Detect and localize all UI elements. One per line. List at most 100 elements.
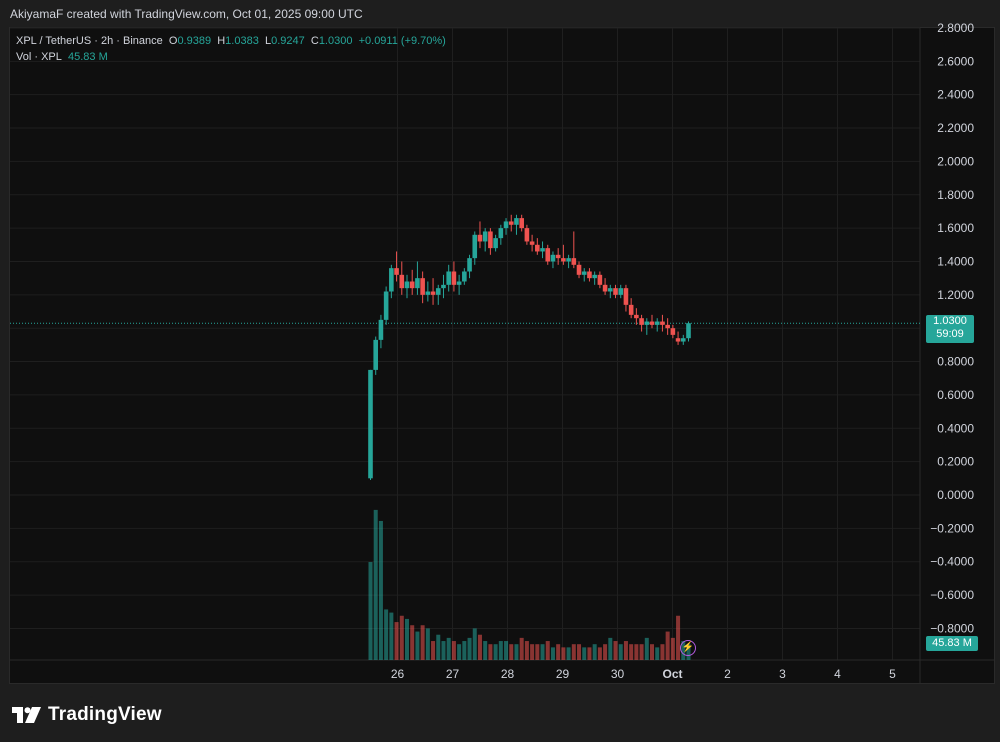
candle-body (389, 268, 394, 292)
last-price-value: 1.0300 (933, 315, 967, 327)
volume-bar (597, 647, 602, 660)
x-tick-label: 30 (611, 667, 625, 681)
candle-body (592, 274, 597, 279)
volume-bar (670, 637, 675, 660)
last-price-tag: 1.0300 59:09 (926, 315, 974, 343)
volume-bar (571, 644, 576, 660)
candle-body (430, 291, 436, 295)
volume-bar (483, 641, 488, 660)
header-bar: AkiyamaF created with TradingView.com, O… (0, 0, 1000, 28)
x-tick-label: Oct (662, 667, 682, 681)
volume-bar (613, 641, 618, 660)
candle-body (571, 258, 577, 265)
y-tick-label: 1.2000 (937, 288, 974, 302)
y-tick-label: 0.6000 (937, 388, 974, 402)
open-value: 0.9389 (177, 35, 212, 47)
volume-bar (488, 644, 493, 660)
candle-body (654, 321, 660, 325)
candle-body (665, 324, 670, 329)
y-tick-label: 0.4000 (937, 421, 974, 435)
candle-body (680, 338, 686, 342)
candle-body (467, 258, 472, 272)
candle-body (462, 271, 467, 282)
candle-body (535, 244, 540, 252)
y-tick-label: 0.8000 (937, 355, 974, 369)
brand: TradingView (12, 704, 162, 726)
y-tick-label: 2.2000 (937, 121, 974, 135)
symbol-label[interactable]: XPL / TetherUS · 2h · Binance (16, 35, 163, 47)
lightning-icon[interactable]: ⚡ (680, 640, 696, 656)
candle-body (373, 339, 379, 370)
candle-body (472, 234, 478, 259)
volume-bar (634, 644, 639, 660)
volume-bar (524, 641, 529, 660)
y-tick-label: 2.8000 (937, 21, 974, 35)
candle-body (488, 231, 493, 249)
volume-bar (603, 644, 608, 660)
volume-bar (556, 644, 561, 660)
candle-body (670, 328, 676, 335)
volume-bar (431, 641, 436, 660)
y-tick-label: 2.6000 (937, 54, 974, 68)
x-tick-label: 28 (501, 667, 515, 681)
x-tick-label: 3 (779, 667, 786, 681)
candle-body (383, 291, 389, 320)
candle-body (686, 323, 691, 339)
volume-bar (535, 644, 540, 660)
volume-bar (373, 509, 378, 660)
candle-body (608, 288, 613, 292)
volume-bar (644, 637, 649, 660)
candle-body (446, 271, 451, 285)
candle-body (415, 278, 420, 289)
volume-bar (561, 647, 566, 660)
volume-bar (545, 641, 550, 660)
x-tick-label: 2 (724, 667, 731, 681)
volume-bar (441, 641, 446, 660)
volume-label[interactable]: Vol · XPL (16, 51, 62, 63)
candle-body (425, 291, 431, 295)
candle-body (628, 304, 634, 315)
volume-bar (519, 637, 524, 660)
volume-bar (655, 647, 660, 660)
header-credit: AkiyamaF created with TradingView.com, O… (10, 7, 363, 21)
candle-body (420, 278, 425, 295)
candle-body (493, 238, 498, 249)
volume-bar (665, 631, 670, 660)
y-tick-label: −0.6000 (930, 588, 974, 602)
volume-bar (467, 637, 472, 660)
candle-body (540, 248, 545, 252)
candle-body (555, 254, 561, 259)
volume-bar (457, 644, 462, 660)
candle-body (660, 321, 665, 325)
change-value: +0.0911 (+9.70%) (358, 35, 446, 47)
brand-name: TradingView (48, 704, 162, 725)
y-tick-label: 2.0000 (937, 154, 974, 168)
volume-bar (378, 520, 383, 660)
candle-body (639, 318, 644, 325)
volume-bar (425, 628, 430, 660)
volume-bar (399, 615, 404, 660)
ohlc-legend-row: XPL / TetherUS · 2h · Binance O0.9389 H1… (16, 33, 446, 49)
x-tick-label: 5 (889, 667, 896, 681)
candle-body (368, 369, 373, 479)
candle-body (581, 271, 587, 275)
y-tick-label: −0.8000 (930, 621, 974, 635)
volume-bar (504, 641, 509, 660)
volume-bar (592, 644, 597, 660)
candle-body (456, 281, 462, 285)
candle-body (566, 258, 571, 262)
volume-bar (566, 647, 571, 660)
high-value: 1.0383 (225, 35, 259, 47)
high-label: H (217, 35, 226, 47)
candle-body (508, 221, 514, 225)
candle-body (529, 241, 535, 245)
x-tick-label: 29 (556, 667, 570, 681)
candle-body (623, 288, 629, 305)
volume-bar (582, 647, 587, 660)
chart-frame[interactable] (9, 27, 995, 684)
candle-body (399, 274, 405, 289)
volume-bar (472, 628, 477, 660)
candle-body (378, 319, 384, 340)
candle-body (644, 321, 650, 325)
